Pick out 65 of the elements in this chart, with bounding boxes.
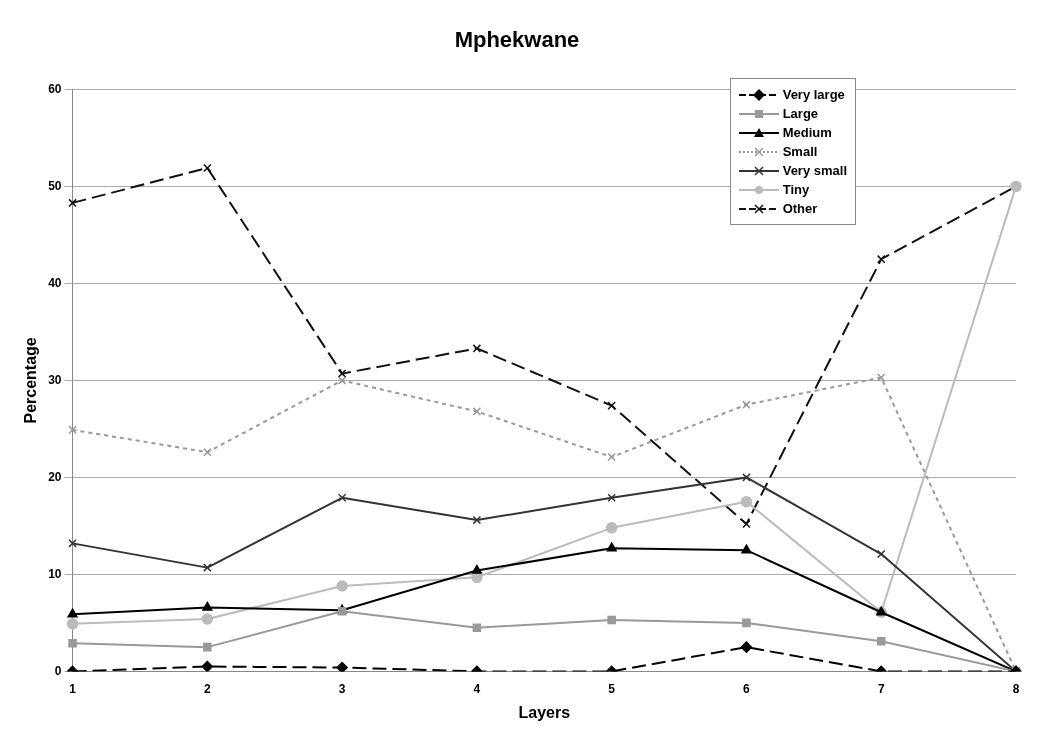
point: [472, 623, 482, 633]
legend-label: Tiny: [782, 181, 810, 199]
point: [876, 254, 886, 264]
y-tick-label: 40: [48, 275, 62, 290]
point: [607, 493, 616, 503]
point: [876, 549, 886, 559]
point: [337, 376, 347, 385]
legend-label: Other: [782, 200, 818, 218]
point: [605, 522, 618, 534]
x-axis-title: Layers: [518, 703, 571, 721]
point: [740, 641, 753, 653]
point: [471, 564, 482, 574]
legend-label: Very small: [782, 162, 847, 180]
point: [742, 519, 751, 529]
chart-title: Mphekwane: [454, 27, 580, 53]
y-tick-label: 0: [54, 663, 62, 678]
point: [337, 369, 347, 378]
point: [201, 613, 214, 625]
point: [607, 401, 616, 410]
point: [201, 660, 214, 672]
legend-label: Very large: [782, 86, 845, 104]
x-tick-label: 3: [338, 681, 346, 696]
point: [742, 400, 751, 409]
x-tick-label: 4: [473, 681, 481, 696]
point: [202, 601, 213, 611]
x-tick-label: 7: [877, 681, 885, 696]
point: [66, 618, 79, 630]
point: [68, 539, 77, 548]
x-tick-label: 8: [1012, 681, 1020, 696]
point: [472, 515, 482, 525]
point: [606, 542, 617, 552]
point: [472, 407, 482, 416]
point: [742, 473, 751, 482]
y-tick-label: 50: [48, 178, 62, 193]
point: [203, 447, 212, 457]
point: [68, 425, 77, 435]
point: [203, 642, 212, 652]
point: [740, 495, 753, 508]
point: [203, 163, 212, 173]
x-tick-label: 6: [743, 681, 751, 696]
x-tick-label: 2: [203, 681, 211, 696]
point: [741, 544, 752, 554]
point: [68, 198, 77, 208]
point: [336, 580, 348, 592]
y-tick-label: 10: [48, 566, 62, 581]
point: [67, 608, 78, 618]
point: [472, 344, 482, 353]
legend-label: Small: [782, 143, 818, 161]
y-tick-label: 60: [48, 81, 62, 96]
y-tick-label: 20: [48, 469, 62, 484]
x-tick-label: 1: [69, 681, 77, 696]
point: [203, 563, 212, 572]
y-axis-title: Percentage: [22, 337, 40, 424]
point: [607, 615, 616, 625]
point: [337, 493, 347, 503]
y-tick-label: 30: [48, 372, 62, 387]
point: [876, 373, 886, 382]
x-tick-label: 5: [608, 681, 616, 696]
point: [876, 637, 886, 646]
legend-label: Medium: [782, 124, 832, 142]
point: [607, 452, 616, 462]
point: [742, 618, 751, 628]
point: [68, 638, 77, 648]
legend-label: Large: [782, 105, 819, 123]
point: [336, 661, 348, 672]
